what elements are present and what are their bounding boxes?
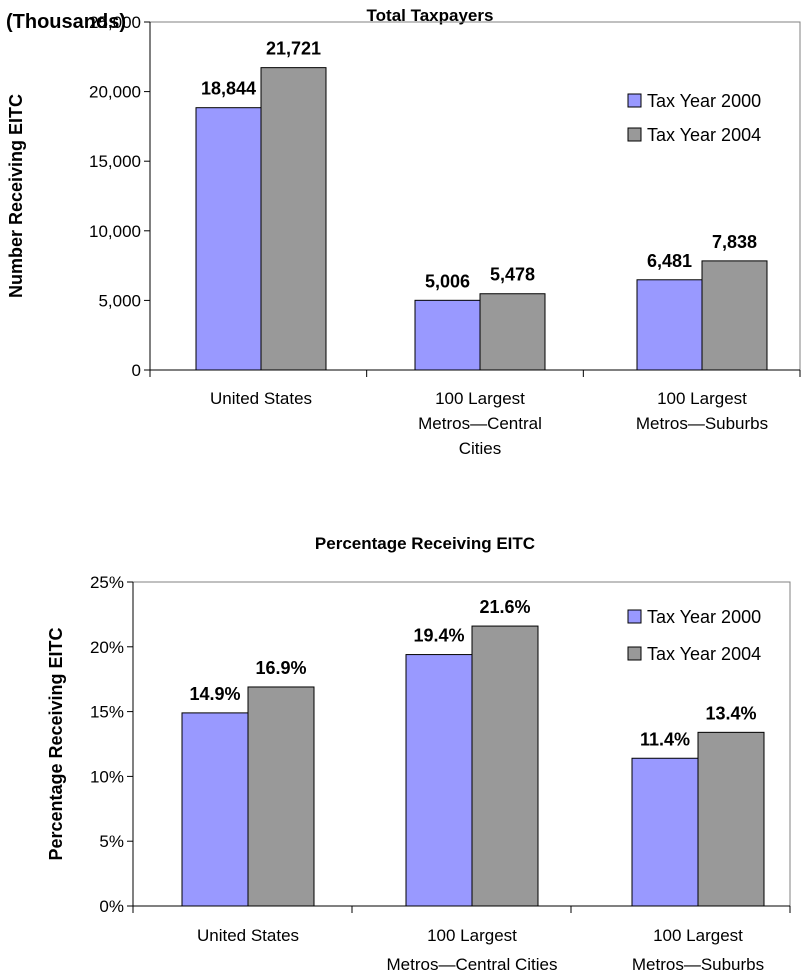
bar: [636, 279, 703, 371]
category-label-line: Metros—Suburbs: [632, 955, 764, 974]
category-label-line: Metros—Suburbs: [636, 414, 768, 433]
category-label-line: 100 Largest: [435, 389, 525, 408]
y-tick-label: 10%: [90, 767, 124, 786]
chart-2: Percentage Receiving EITC Percentage Rece…: [46, 534, 791, 974]
category-label-line: 100 Largest: [657, 389, 747, 408]
category-label: 100 Largest Metros—Suburbs: [636, 389, 768, 433]
y-tick-label: 25%: [90, 573, 124, 592]
category-label-line: Metros—Central Cities: [387, 955, 558, 974]
data-label: 14.9%: [189, 684, 240, 704]
category-label-line: United States: [210, 389, 312, 408]
chart-title: Percentage Receiving EITC: [315, 534, 535, 553]
y-tick-label: 5%: [99, 832, 124, 851]
data-label: 19.4%: [413, 626, 464, 646]
y-axis-label: Number Receiving EITC: [6, 94, 26, 298]
bar: [260, 67, 327, 371]
y-tick-label: 10,000: [89, 222, 141, 241]
unit-label: (Thousands): [6, 11, 126, 33]
y-tick-label: 15,000: [89, 152, 141, 171]
y-tick-label: 20,000: [89, 83, 141, 102]
legend-swatch: [627, 646, 642, 661]
category-label: 100 Largest Metros—Central Cities: [387, 926, 558, 974]
chart-1: Total Taxpayers (Thousands) Number Receivi…: [6, 6, 801, 458]
category-label: 100 Largest Metros—Central Cities: [418, 389, 542, 458]
data-label: 13.4%: [705, 703, 756, 723]
y-tick-label: 25,000: [89, 13, 141, 32]
category-label-line: United States: [197, 926, 299, 945]
category-label: 100 Largest Metros—Suburbs: [632, 926, 764, 974]
bar: [631, 757, 699, 907]
data-label: 5,478: [490, 265, 535, 285]
category-label-line: Cities: [459, 439, 502, 458]
y-axis-label: Percentage Receiving EITC: [46, 627, 66, 860]
category-label-line: 100 Largest: [653, 926, 743, 945]
bar: [414, 299, 481, 371]
bar: [697, 731, 765, 907]
legend-label: Tax Year 2004: [647, 125, 761, 145]
y-tick-label: 15%: [90, 703, 124, 722]
category-label: United States: [197, 926, 299, 945]
category-label-line: 100 Largest: [427, 926, 517, 945]
legend-swatch: [627, 127, 642, 142]
bar: [247, 686, 315, 907]
data-label: 21,721: [266, 39, 321, 59]
bar: [701, 260, 768, 371]
y-tick-label: 0: [132, 361, 141, 380]
bar: [471, 625, 539, 907]
bar: [479, 293, 546, 371]
data-label: 11.4%: [640, 729, 690, 749]
data-label: 6,481: [647, 251, 692, 271]
y-tick-label: 5,000: [98, 291, 141, 310]
data-label: 5,006: [425, 271, 470, 291]
bar: [405, 654, 473, 907]
legend-label: Tax Year 2000: [647, 607, 761, 627]
y-tick-label: 20%: [90, 638, 124, 657]
y-tick-label: 0%: [99, 897, 124, 916]
bar: [181, 712, 249, 907]
legend-label: Tax Year 2004: [647, 644, 761, 664]
legend-label: Tax Year 2000: [647, 91, 761, 111]
bar: [195, 107, 262, 371]
data-label: 16.9%: [255, 658, 306, 678]
legend-swatch: [627, 609, 642, 624]
data-label: 21.6%: [479, 597, 530, 617]
category-label: United States: [210, 389, 312, 408]
data-label: 7,838: [712, 232, 757, 252]
data-label: 18,844: [201, 79, 256, 99]
legend-swatch: [627, 93, 642, 108]
chart-title: Total Taxpayers: [367, 6, 494, 25]
category-label-line: Metros—Central: [418, 414, 542, 433]
